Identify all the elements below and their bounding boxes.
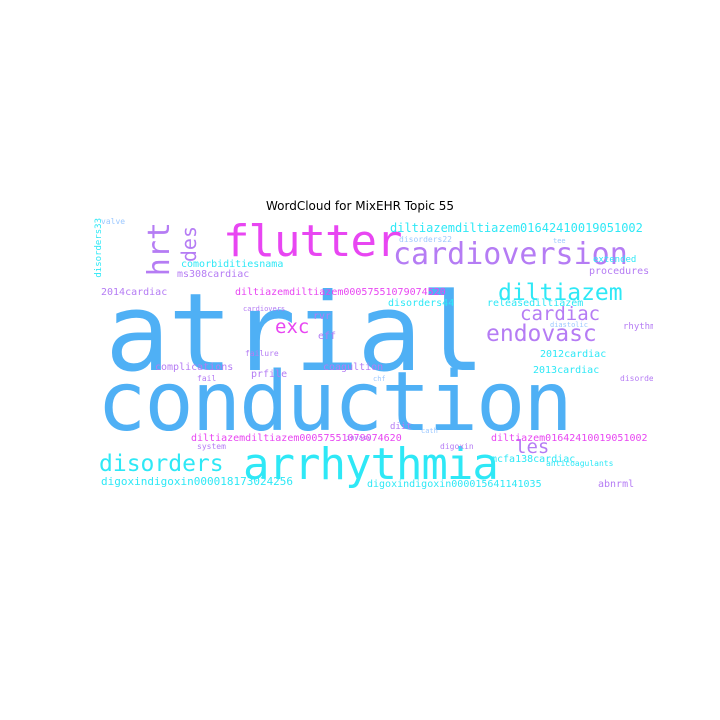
word-ms308: ms308cardiac [177, 269, 250, 280]
word-rhythm: rhythm [623, 322, 653, 332]
word-comorb: comorbiditiesnama [181, 259, 284, 270]
word-procedures: procedures [589, 266, 650, 277]
word-disorders44: disorders44 [388, 298, 455, 309]
word-cloud: atrial conduction arrhythmia flutter car… [93, 218, 653, 498]
word-hrt: hrt [142, 222, 177, 277]
word-complications: complications [155, 362, 234, 373]
word-coagulation: coagultion [323, 362, 384, 373]
word-tee: tee [553, 237, 566, 245]
word-mcfa138cardiac: mcfa138cardiac [491, 454, 576, 465]
word-disorders33: disorders33 [94, 218, 104, 278]
word-exc: exc [275, 316, 310, 338]
word-des: des [177, 226, 201, 263]
word-d4: diltiazem01642410019051002 [491, 433, 648, 444]
word-valve: valve [101, 218, 126, 226]
word-2013cardiac: 2013cardiac [533, 365, 600, 376]
word-prfile: prfile [251, 369, 288, 380]
word-diastolic: diastolic [550, 321, 588, 329]
word-eff: eff [318, 331, 337, 342]
word-disorders: disorders [99, 451, 224, 477]
word-cardiac: cardiac [520, 303, 601, 325]
word-cardiovers: cardiovers [243, 305, 286, 313]
word-d3: diltiazemdiltiazem00057551079074620 [191, 433, 402, 444]
word-d1: diltiazemdiltiazem01642410019051002 [390, 221, 643, 235]
word-rvr: rvr [313, 311, 332, 322]
word-cardioversion: cardioversion [393, 237, 628, 272]
chart-title: WordCloud for MixEHR Topic 55 [265, 199, 455, 213]
word-cath: cath [421, 427, 438, 435]
word-atrial: atrial [105, 271, 485, 396]
word-releasediltiazem: releasediltiazem [487, 298, 584, 309]
word-2014cardiac: 2014cardiac [101, 287, 168, 298]
word-abnrml: abnrml [598, 479, 635, 490]
word-2012cardiac: 2012cardiac [540, 349, 607, 360]
word-chf: chf [373, 375, 386, 383]
word-flutter: flutter [223, 218, 402, 267]
word-failure: failure [245, 349, 279, 358]
word-fail: fail [197, 374, 217, 383]
word-diltiazem: diltiazem [498, 280, 623, 306]
word-invasv: invasv [346, 434, 372, 442]
word-extended: extended [593, 255, 637, 265]
word-system: system [197, 442, 226, 451]
word-endovasc: endovasc [486, 321, 597, 347]
word-les: les [515, 436, 550, 458]
word-arrhythmia: arrhythmia [243, 439, 499, 490]
word-d2: diltiazemdiltiazem00057551079074520 [235, 287, 446, 298]
word-disorders24: disorders24 [620, 374, 653, 383]
word-diit: diit [390, 422, 412, 432]
word-digoxin: digoxin [440, 442, 474, 451]
word-dig2: digoxindigoxin000015641141035 [367, 479, 542, 490]
word-disorders22: disorders22 [399, 235, 452, 244]
word-dig1: digoxindigoxin000018173024256 [101, 475, 294, 488]
word-conduction: conduction [97, 355, 573, 450]
word-anticoagulants: anticoagulants [546, 459, 614, 468]
